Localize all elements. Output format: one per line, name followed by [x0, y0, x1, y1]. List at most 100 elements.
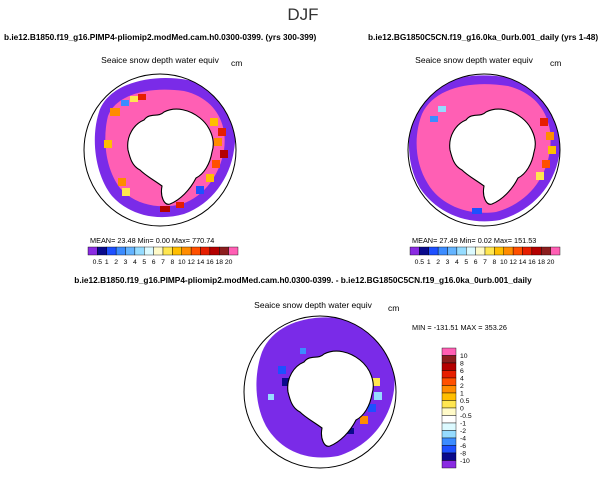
right-variable-title: Seaice snow depth water equiv [415, 55, 533, 65]
left-colorbar-tick-label: 7 [161, 259, 165, 266]
right-colorbar-swatch-2 [428, 246, 439, 256]
left-colorbar-tick-label: 8 [170, 259, 174, 266]
left-colorbar-swatch-8 [162, 246, 173, 256]
diff-colorbar-tick-label: 4 [460, 375, 464, 382]
diff-colorbar-swatch-7 [441, 400, 457, 409]
right-units: cm [550, 58, 561, 68]
diff-colorbar-swatch-4 [441, 377, 457, 386]
left-colorbar-swatch-15 [228, 246, 239, 256]
right-colorbar-swatch-10 [503, 246, 514, 256]
right-colorbar-tick-label: 12 [509, 259, 517, 266]
left-colorbar-swatch-2 [106, 246, 117, 256]
right-colorbar-tick-label: 5 [464, 259, 468, 266]
left-colorbar-tick-label: 14 [197, 259, 205, 266]
left-colorbar-swatch-3 [115, 246, 126, 256]
left-colorbar-swatch-11 [190, 246, 201, 256]
right-colorbar-swatch-15 [550, 246, 561, 256]
right-colorbar-tick-label: 10 [500, 259, 508, 266]
right-colorbar-swatch-12 [522, 246, 533, 256]
diff-colorbar-tick-label: -10 [460, 458, 470, 465]
right-colorbar-tick-label: 2 [436, 259, 440, 266]
right-map [407, 73, 561, 227]
diff-colorbar-swatch-3 [441, 370, 457, 379]
diff-colorbar-tick-label: -0.5 [460, 413, 472, 420]
left-colorbar-swatch-10 [181, 246, 192, 256]
right-colorbar-swatch-14 [541, 246, 551, 256]
diff-colorbar-swatch-10 [441, 422, 457, 431]
right-colorbar-swatch-9 [494, 246, 504, 256]
diff-colorbar-tick-label: -1 [460, 420, 466, 427]
left-stats: MEAN= 23.48 Min= 0.00 Max= 770.74 [90, 236, 214, 245]
right-colorbar-tick-label: 20 [547, 259, 555, 266]
diff-colorbar-tick-label: -8 [460, 450, 466, 457]
right-colorbar-swatch-7 [475, 246, 486, 256]
left-colorbar-tick-label: 2 [114, 259, 118, 266]
right-colorbar-swatch-1 [419, 246, 429, 256]
left-colorbar-tick-label: 4 [133, 259, 137, 266]
diff-colorbar-swatch-1 [441, 355, 457, 364]
left-colorbar-swatch-0 [87, 246, 98, 256]
diff-colorbar-tick-label: -4 [460, 435, 466, 442]
right-colorbar-tick-label: 14 [519, 259, 527, 266]
diff-variable-title: Seaice snow depth water equiv [254, 300, 372, 310]
right-colorbar-swatch-6 [466, 246, 476, 256]
diff-colorbar-tick-label: 2 [460, 383, 464, 390]
right-colorbar-tick-label: 0.5 [415, 259, 425, 266]
diff-colorbar-swatch-14 [441, 452, 457, 461]
right-colorbar-tick-label: 1 [427, 259, 431, 266]
diff-case-title: b.ie12.B1850.f19_g16.PIMP4-pliomip2.modM… [74, 275, 532, 285]
right-stats: MEAN= 27.49 Min= 0.02 Max= 151.53 [412, 236, 536, 245]
left-case-title: b.ie12.B1850.f19_g16.PIMP4-pliomip2.modM… [4, 32, 316, 42]
left-colorbar-tick-label: 3 [124, 259, 128, 266]
left-colorbar: 0.5 1 2 3 4 5 6 7 8 10 12 14 16 18 20 [87, 246, 239, 266]
right-antarctica [449, 108, 536, 205]
left-colorbar-tick-label: 10 [178, 259, 186, 266]
right-colorbar-swatch-11 [512, 246, 523, 256]
diff-map [243, 315, 397, 469]
left-colorbar-tick-label: 20 [225, 259, 233, 266]
diff-colorbar-tick-label: -6 [460, 443, 466, 450]
right-colorbar-tick-label: 4 [455, 259, 459, 266]
right-colorbar-tick-label: 16 [528, 259, 536, 266]
left-colorbar-swatch-7 [153, 246, 164, 256]
left-colorbar-tick-label: 0.5 [93, 259, 103, 266]
left-colorbar-swatch-9 [172, 246, 182, 256]
right-colorbar-swatch-13 [531, 246, 542, 256]
left-colorbar-tick-label: 12 [187, 259, 195, 266]
diff-colorbar-swatch-6 [441, 392, 457, 401]
left-colorbar-swatch-5 [134, 246, 145, 256]
left-variable-title: Seaice snow depth water equiv [101, 55, 219, 65]
right-colorbar-tick-label: 18 [537, 259, 545, 266]
left-colorbar-swatch-13 [209, 246, 220, 256]
left-antarctica [127, 108, 214, 205]
diff-colorbar-swatch-9 [441, 415, 457, 424]
left-map [83, 73, 237, 227]
right-colorbar: 0.5 1 2 3 4 5 6 7 8 10 12 14 16 18 20 [409, 246, 561, 266]
diff-colorbar-tick-label: 0 [460, 405, 464, 412]
diff-colorbar-tick-label: 1 [460, 390, 464, 397]
right-colorbar-swatch-5 [456, 246, 467, 256]
left-colorbar-swatch-14 [219, 246, 229, 256]
right-colorbar-tick-label: 8 [492, 259, 496, 266]
diff-colorbar-swatch-2 [441, 362, 457, 371]
right-colorbar-tick-label: 6 [474, 259, 478, 266]
right-colorbar-swatch-8 [484, 246, 495, 256]
left-colorbar-swatch-4 [125, 246, 136, 256]
diff-colorbar-tick-label: 10 [460, 353, 468, 360]
left-colorbar-tick-label: 5 [142, 259, 146, 266]
left-colorbar-tick-label: 16 [206, 259, 214, 266]
left-colorbar-swatch-12 [200, 246, 211, 256]
right-colorbar-tick-label: 7 [483, 259, 487, 266]
right-colorbar-tick-label: 3 [446, 259, 450, 266]
left-colorbar-swatch-1 [97, 246, 107, 256]
diff-colorbar-swatch-0 [441, 347, 457, 356]
left-units: cm [231, 58, 242, 68]
diff-colorbar-swatch-5 [441, 385, 457, 394]
left-colorbar-tick-label: 18 [215, 259, 223, 266]
right-case-title: b.ie12.BG1850C5CN.f19_g16.0ka_0urb.001_d… [368, 32, 598, 42]
diff-units: cm [388, 303, 399, 313]
left-colorbar-tick-label: 6 [152, 259, 156, 266]
diff-colorbar-swatch-15 [441, 460, 457, 469]
